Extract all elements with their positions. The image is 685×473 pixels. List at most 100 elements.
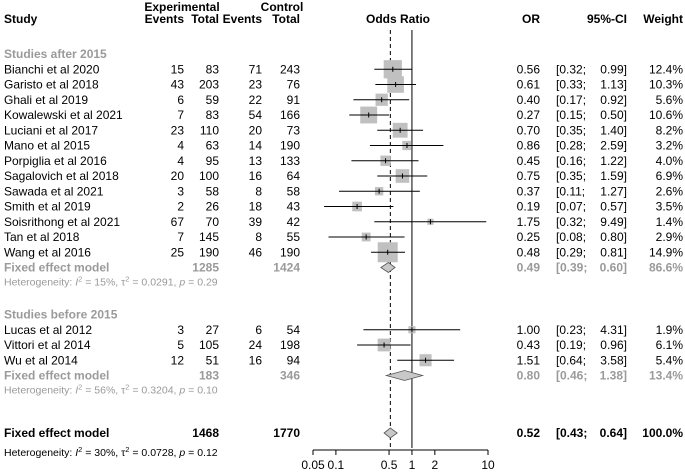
ci-upper: 0.96] [600,338,627,352]
exp-events: 3 [177,323,184,337]
ci-upper: 0.92] [600,93,627,107]
exp-total: 110 [200,123,219,137]
ctrl-total: 54 [287,323,301,337]
or-value: 0.45 [517,154,541,168]
x-tick-label: 0.5 [381,458,398,472]
ci-lower: [0.33; [556,78,586,92]
ci-lower: [0.32; [556,215,586,229]
exp-events: 23 [171,123,185,137]
weight-value: 1.9% [656,323,684,337]
ci-lower: [0.64; [556,353,586,367]
header-ctrl-total: Total [272,12,300,26]
subgroup-heterogeneity: Heterogeneity: I2 = 15%, τ2 = 0.0291, p … [4,274,218,289]
ci-upper: 9.49] [600,215,627,229]
ci-lower: [0.15; [556,108,586,122]
fixed-effect-label: Fixed effect model [4,261,109,275]
ci-lower: [0.35; [556,123,586,137]
exp-total: 83 [206,62,220,76]
fixed-effect-diamond [380,262,396,273]
ctrl-events: 23 [249,78,263,92]
weight-value: 3.5% [656,200,684,214]
exp-events: 15 [171,62,185,76]
exp-total: 83 [206,108,220,122]
x-tick-label: 0.1 [328,458,345,472]
ci-upper: 1.59] [600,169,627,183]
study-label: Garisto et al 2018 [4,78,99,92]
weight-value: 10.6% [649,108,683,122]
ctrl-total: 58 [287,184,301,198]
ctrl-total: 55 [287,230,301,244]
study-label: Smith et al 2019 [4,200,91,214]
ci-lower: [0.16; [556,154,586,168]
ctrl-total: 94 [287,353,301,367]
subgroup-heterogeneity: Heterogeneity: I2 = 56%, τ2 = 0.3204, p … [4,382,218,397]
header-weight: Weight [643,12,683,26]
or-value: 0.40 [517,93,541,107]
ctrl-events: 16 [249,353,263,367]
study-label: Sagalovich et al 2018 [4,169,119,183]
fixed-effect-label: Fixed effect model [4,426,109,440]
exp-events: 3 [177,184,184,198]
weight-value: 14.9% [649,245,683,259]
x-tick-label: 0.05 [301,458,325,472]
ctrl-total: 91 [287,93,301,107]
ctrl-total: 133 [280,154,300,168]
exp-total: 203 [199,78,219,92]
fixed-ctrl-total: 1424 [273,261,300,275]
or-value: 0.43 [517,338,541,352]
study-label: Kowalewski et al 2021 [4,108,123,122]
ctrl-events: 20 [249,123,263,137]
fixed-exp-total: 1285 [192,261,219,275]
study-label: Ghali et al 2019 [4,93,88,107]
study-label: Porpiglia et al 2016 [4,154,107,168]
weight-value: 6.9% [656,169,684,183]
study-label: Bianchi et al 2020 [4,62,100,76]
ctrl-total: 73 [287,123,301,137]
study-label: Sawada et al 2021 [4,184,104,198]
or-value: 1.51 [517,353,541,367]
or-value: 1.00 [517,323,541,337]
ci-upper: 2.59] [600,139,627,153]
ctrl-total: 198 [280,338,300,352]
exp-events: 5 [177,338,184,352]
weight-value: 5.6% [656,93,684,107]
weight-value: 4.0% [656,154,684,168]
ci-upper: 1.22] [600,154,627,168]
study-label: Soisrithong et al 2021 [4,215,120,229]
ctrl-total: 243 [280,62,300,76]
header-or: OR [522,12,540,26]
or-value: 0.48 [517,245,541,259]
exp-total: 95 [206,154,220,168]
or-value: 0.25 [517,230,541,244]
exp-total: 145 [199,230,219,244]
ci-lower: [0.28; [556,139,586,153]
x-tick-label: 1 [409,458,416,472]
exp-total: 70 [206,215,220,229]
or-value: 0.86 [517,139,541,153]
fixed-or: 0.49 [517,261,541,275]
ctrl-total: 76 [287,78,301,92]
subgroup-title: Studies before 2015 [4,308,118,322]
fixed-ci-lower: [0.46; [556,369,587,383]
ctrl-events: 18 [249,200,263,214]
weight-value: 10.3% [649,78,683,92]
ci-upper: 4.31] [600,323,627,337]
study-label: Wu et al 2014 [4,353,78,367]
ctrl-total: 43 [287,200,301,214]
weight-value: 3.2% [656,139,684,153]
ci-upper: 1.13] [600,78,627,92]
ctrl-events: 6 [255,323,262,337]
header-ctrl-events: Events [223,12,263,26]
ci-lower: [0.07; [556,200,586,214]
fixed-or: 0.52 [517,426,541,440]
fixed-weight: 100.0% [642,426,683,440]
exp-total: 26 [206,200,220,214]
exp-total: 59 [206,93,220,107]
ctrl-events: 22 [249,93,263,107]
header-exp-events: Events [145,12,185,26]
header-ci: 95%-CI [587,12,627,26]
ctrl-total: 64 [287,169,301,183]
study-label: Luciani et al 2017 [4,123,98,137]
fixed-ci-lower: [0.39; [556,261,587,275]
or-value: 0.19 [517,200,541,214]
